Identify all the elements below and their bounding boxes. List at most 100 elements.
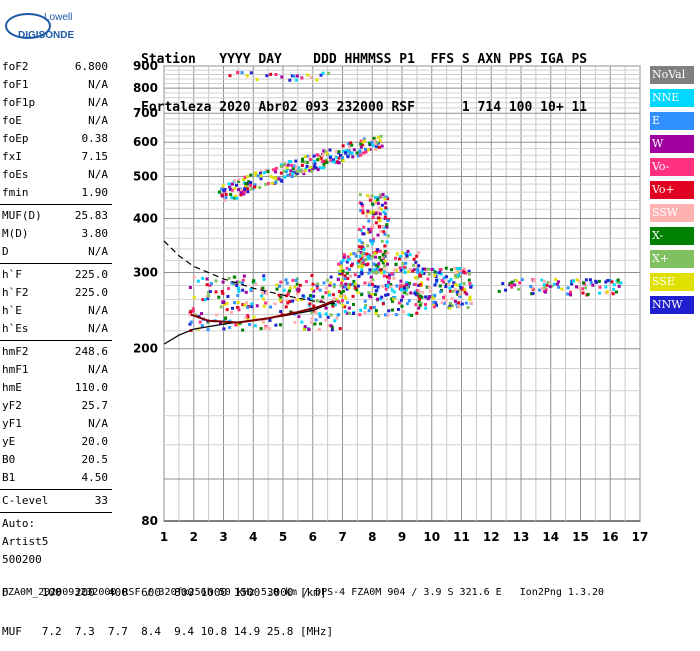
echo-point — [314, 166, 318, 170]
echo-point — [467, 272, 471, 276]
param-label: B1 — [2, 471, 16, 484]
echo-point — [348, 283, 352, 287]
echo-point — [455, 275, 459, 279]
echo-point — [280, 75, 284, 79]
echo-point — [279, 164, 283, 168]
echo-point — [261, 320, 265, 324]
echo-point — [396, 307, 400, 311]
echo-point — [347, 142, 351, 146]
echo-point — [258, 171, 262, 175]
echo-point — [442, 280, 446, 284]
echo-point — [408, 253, 412, 257]
echo-point — [338, 269, 342, 273]
echo-point — [370, 242, 374, 246]
echo-point — [366, 231, 370, 235]
echo-point — [364, 303, 368, 307]
echo-point — [259, 169, 263, 173]
echo-point — [369, 239, 373, 243]
echo-point — [237, 289, 241, 293]
echo-point — [295, 170, 299, 174]
echo-point — [365, 252, 369, 256]
echo-point — [269, 72, 273, 76]
echo-point — [341, 258, 345, 262]
echo-point — [409, 291, 413, 295]
echo-point — [432, 300, 436, 304]
echo-point — [373, 251, 377, 255]
echo-point — [597, 279, 601, 283]
echo-point — [367, 309, 371, 313]
echo-point — [363, 281, 367, 285]
echo-point — [374, 195, 378, 199]
echo-point — [569, 290, 573, 294]
echo-point — [310, 311, 314, 315]
param-label: fxI — [2, 150, 22, 163]
echo-point — [264, 182, 268, 186]
echo-point — [372, 210, 376, 214]
echo-point — [324, 312, 328, 316]
param-row: fmin 1.90 — [0, 184, 112, 202]
echo-point — [237, 308, 241, 312]
param-value: 20.5 — [81, 453, 109, 466]
echo-point — [336, 161, 340, 165]
echo-point — [308, 294, 312, 298]
echo-point — [305, 154, 309, 158]
echo-point — [348, 151, 352, 155]
echo-point — [295, 277, 299, 281]
echo-point — [369, 306, 373, 310]
echo-point — [434, 301, 438, 305]
legend: NoVal NNE E W Vo- Vo+ SSW X- X+ SSE NNW — [650, 66, 694, 319]
echo-point — [385, 195, 389, 199]
echo-point — [392, 296, 396, 300]
x-tick-label: 17 — [632, 530, 649, 544]
echo-point — [371, 223, 375, 227]
echo-point — [311, 167, 315, 171]
echo-point — [224, 193, 228, 197]
echo-point — [293, 320, 297, 324]
echo-point — [222, 327, 226, 331]
echo-point — [357, 249, 361, 253]
header-line-2: Fortaleza 2020 Abr02 093 232000 RSF 1 71… — [141, 100, 588, 115]
echo-point — [371, 225, 375, 229]
echo-point — [395, 284, 399, 288]
echo-point — [380, 144, 384, 148]
echo-point — [386, 293, 390, 297]
echo-point — [378, 255, 382, 259]
echo-point — [279, 280, 283, 284]
echo-point — [352, 311, 356, 315]
legend-entry: Vo+ — [650, 181, 694, 199]
echo-point — [278, 298, 282, 302]
echo-point — [612, 283, 616, 287]
echo-point — [347, 286, 351, 290]
echo-point — [448, 306, 452, 310]
echo-point — [377, 314, 381, 318]
echo-point — [456, 284, 460, 288]
echo-point — [236, 323, 240, 327]
echo-point — [379, 195, 383, 199]
y-tick-label: 300 — [133, 266, 158, 280]
echo-point — [373, 270, 377, 274]
echo-point — [288, 78, 292, 82]
param-row: B0 20.5 — [0, 451, 112, 469]
echo-point — [439, 290, 443, 294]
echo-point — [508, 281, 512, 285]
echo-point — [243, 187, 247, 191]
echo-point — [245, 175, 249, 179]
echo-point — [392, 290, 396, 294]
echo-point — [453, 266, 457, 270]
auto-line: 500200 — [0, 551, 112, 569]
echo-point — [219, 321, 223, 325]
divider — [0, 204, 112, 205]
echo-point — [530, 286, 534, 290]
echo-point — [239, 193, 243, 197]
echo-point — [363, 139, 367, 143]
echo-point — [304, 280, 308, 284]
echo-point — [361, 261, 365, 265]
echo-point — [381, 284, 385, 288]
echo-point — [305, 164, 309, 168]
echo-point — [371, 239, 375, 243]
echo-point — [366, 194, 370, 198]
echo-point — [418, 297, 422, 301]
echo-point — [230, 311, 234, 315]
echo-point — [244, 290, 248, 294]
param-label: D — [2, 245, 9, 258]
